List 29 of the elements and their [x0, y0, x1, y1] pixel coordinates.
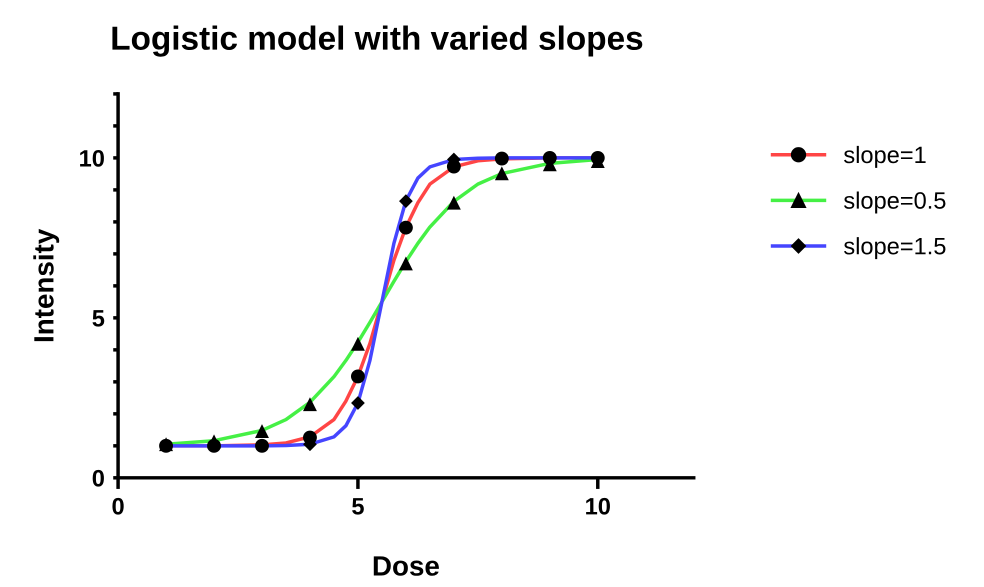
x-tick-label: 10: [586, 498, 610, 515]
y-tick-label: 10: [80, 150, 104, 167]
point: [303, 430, 317, 444]
point: [351, 396, 365, 410]
point: [494, 166, 509, 180]
legend-label: slope=1.5: [844, 237, 946, 260]
point: [350, 336, 365, 351]
point: [446, 196, 461, 210]
legend-label: slope=1: [844, 146, 926, 168]
point: [255, 438, 269, 453]
point: [590, 150, 605, 165]
y-tick-label: 5: [92, 310, 104, 327]
point: [303, 397, 317, 412]
point: [494, 152, 509, 166]
point: [446, 160, 461, 174]
chart-title: Logistic model with varied slopes: [112, 25, 642, 57]
point: [207, 438, 221, 453]
legend-label: slope=0.5: [844, 192, 946, 214]
y-tick-label: 0: [92, 470, 104, 487]
x-axis-title: Dose: [374, 556, 439, 576]
x-tick-label: 0: [112, 498, 124, 515]
x-tick-label: 5: [352, 498, 364, 515]
point: [255, 424, 269, 438]
point: [399, 194, 413, 208]
y-axis-title: Intensity: [33, 228, 60, 342]
point: [398, 220, 413, 235]
point: [350, 369, 365, 384]
point: [542, 150, 557, 165]
point: [398, 256, 413, 270]
